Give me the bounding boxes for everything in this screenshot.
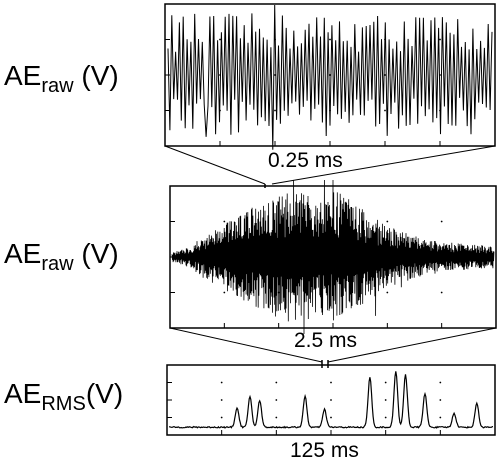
grid-dot: [220, 399, 223, 401]
grid-dot: [223, 291, 226, 294]
zoom-connector-right-1: [271, 145, 496, 185]
panel1-waveform: [167, 4, 493, 150]
zoom-connector-right-2: [327, 327, 497, 363]
panel2-time-scale: 2.5 ms: [294, 329, 358, 352]
panel2-ylabel: AEraw (V): [4, 238, 119, 275]
panel3-ylabel: AERMS(V): [4, 378, 124, 415]
grid-dot: [384, 109, 386, 112]
grid-dot: [330, 416, 332, 419]
grid-dot: [384, 381, 387, 384]
grid-dot: [220, 416, 223, 419]
grid-dot: [439, 399, 442, 401]
grid-dot: [439, 38, 441, 41]
grid-dot: [330, 381, 332, 384]
grid-dot: [275, 416, 278, 419]
grid-dot: [386, 291, 389, 294]
panel2-waveform: [171, 179, 495, 335]
grid-dot: [220, 381, 223, 384]
panel1-ylabel: AEraw (V): [4, 60, 119, 97]
grid-dot: [440, 291, 443, 294]
grid-dot: [384, 399, 387, 401]
zoom-connector-left-2: [169, 327, 323, 363]
panel3-time-scale: 125 ms: [290, 439, 359, 462]
grid-dot: [223, 220, 226, 223]
grid-dot: [439, 381, 442, 384]
grid-dot: [274, 109, 276, 112]
zoom-connector-left-1: [164, 145, 266, 185]
panel3-waveform: [169, 371, 494, 429]
grid-dot: [329, 38, 331, 41]
grid-dot: [440, 220, 443, 223]
grid-dot: [275, 399, 278, 401]
grid-dot: [330, 399, 332, 401]
grid-dot: [219, 38, 221, 41]
panel1-time-scale: 0.25 ms: [268, 149, 343, 172]
grid-dot: [386, 220, 389, 223]
grid-dot: [439, 416, 442, 419]
grid-dot: [384, 416, 387, 419]
grid-dot: [275, 381, 278, 384]
